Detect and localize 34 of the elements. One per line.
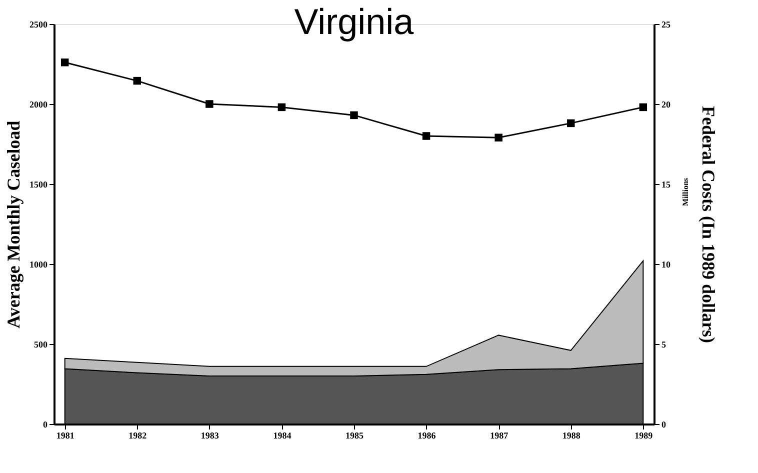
point: [60, 58, 69, 66]
point: [133, 76, 142, 85]
y-tick-label: 2000: [30, 100, 48, 110]
point: [206, 100, 214, 108]
y2-tick-label: 20: [662, 100, 671, 110]
y2-tick-label: 25: [662, 20, 671, 30]
point: [639, 103, 648, 112]
point: [278, 103, 286, 112]
y2-tick-label: 15: [662, 180, 671, 190]
point: [350, 111, 358, 120]
x-tick-label: 1983: [200, 430, 220, 440]
x-tick-label: 1982: [128, 430, 148, 440]
y2-tick-label: 0: [662, 420, 666, 430]
x-tick-label: 1981: [56, 430, 75, 440]
x-tick-label: 1988: [562, 430, 581, 440]
x-tick-label: 1986: [418, 430, 436, 440]
point: [422, 132, 430, 140]
y2-axis-title: Federal Costs (In 1989 dollars): [698, 106, 718, 343]
y2-tick-label: 10: [662, 260, 671, 270]
y-tick-label: 1500: [30, 180, 48, 190]
y-tick-label: 0: [43, 420, 48, 430]
y-tick-label: 1000: [30, 260, 48, 270]
y2-tick-label: 5: [662, 340, 666, 350]
y-tick-label: 500: [34, 340, 48, 350]
x-tick-label: 1984: [273, 430, 292, 440]
x-tick-label: 1985: [346, 430, 364, 440]
text: Millions: [681, 178, 690, 206]
point: [566, 119, 575, 128]
y-tick-label: 2500: [30, 20, 48, 30]
point: [494, 134, 502, 142]
x-tick-label: 1987: [490, 430, 509, 440]
chart-title: Virginia: [294, 1, 415, 42]
y-axis-title: Average Monthly Caseload: [4, 120, 24, 328]
x-tick-label: 1989: [634, 430, 654, 440]
